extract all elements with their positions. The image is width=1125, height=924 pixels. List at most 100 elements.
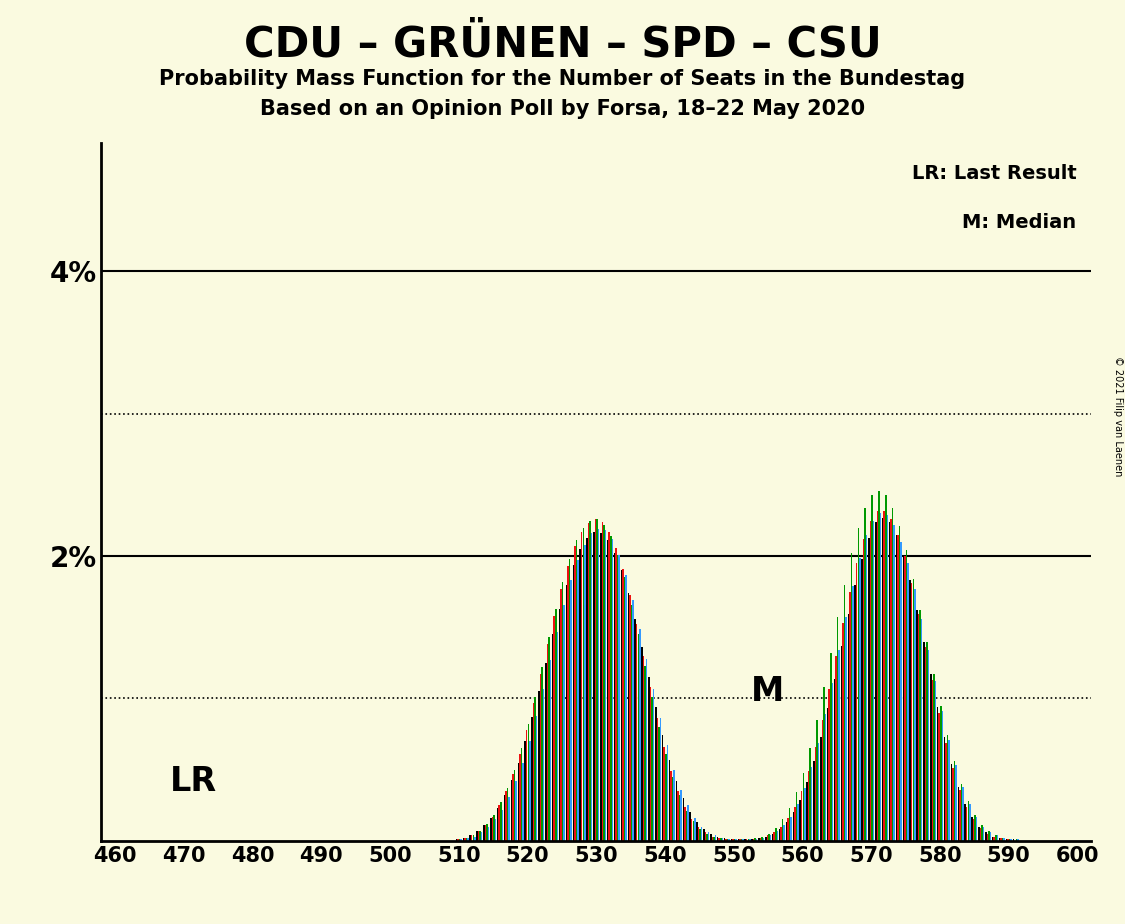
Bar [879,491,880,841]
Bar [622,569,623,841]
Bar [957,786,960,841]
Bar [763,838,764,841]
Bar [721,838,723,841]
Bar [759,838,762,841]
Bar [583,528,584,841]
Bar [925,647,926,841]
Bar [945,743,947,841]
Bar [734,839,736,841]
Bar [873,520,874,841]
Bar [882,517,883,841]
Bar [885,495,886,841]
Bar [795,793,798,841]
Bar [801,791,802,841]
Bar [459,839,460,841]
Bar [1006,839,1007,841]
Bar [772,833,774,841]
Bar [1012,839,1014,841]
Bar [723,838,726,841]
Bar [497,808,498,841]
Bar [476,831,478,841]
Bar [790,817,792,841]
Bar [493,815,495,841]
Bar [567,566,569,841]
Bar [745,839,746,841]
Bar [714,835,717,841]
Bar [540,675,541,841]
Bar [651,697,652,841]
Bar [961,784,962,841]
Bar [569,559,570,841]
Bar [616,554,619,841]
Bar [752,839,753,841]
Bar [789,808,790,841]
Bar [642,656,645,841]
Bar [863,539,864,841]
Bar [893,525,894,841]
Bar [511,780,512,841]
Bar [825,714,826,841]
Bar [821,720,824,841]
Bar [827,709,828,841]
Bar [962,786,964,841]
Bar [655,707,657,841]
Bar [1004,838,1005,841]
Bar [732,839,734,841]
Bar [856,564,857,841]
Bar [739,839,740,841]
Bar [639,628,640,841]
Bar [999,838,1000,841]
Bar [519,754,521,841]
Bar [505,791,507,841]
Bar [512,774,514,841]
Bar [955,765,956,841]
Bar [574,546,576,841]
Text: LR: LR [170,764,217,797]
Bar [588,523,590,841]
Bar [1000,838,1002,841]
Bar [942,711,943,841]
Bar [932,680,933,841]
Bar [900,541,902,841]
Bar [775,828,776,841]
Bar [457,839,459,841]
Bar [912,578,914,841]
Bar [600,533,602,841]
Bar [685,811,687,841]
Bar [798,804,799,841]
Bar [783,825,785,841]
Bar [809,748,811,841]
Bar [466,838,467,841]
Bar [845,617,847,841]
Bar [728,839,730,841]
Bar [855,585,856,841]
Text: M: Median: M: Median [962,213,1077,232]
Bar [966,807,968,841]
Bar [560,589,561,841]
Bar [758,838,759,841]
Bar [548,638,550,841]
Bar [980,828,981,841]
Bar [652,688,655,841]
Bar [646,659,647,841]
Bar [774,833,775,841]
Bar [720,838,721,841]
Bar [492,817,493,841]
Bar [662,736,664,841]
Bar [490,818,492,841]
Bar [890,519,892,841]
Bar [983,827,984,841]
Bar [940,706,942,841]
Bar [579,549,580,841]
Bar [753,839,755,841]
Bar [621,570,622,841]
Bar [781,827,782,841]
Bar [500,802,502,841]
Bar [717,836,719,841]
Bar [990,833,991,841]
Bar [472,835,474,841]
Bar [840,646,843,841]
Bar [713,836,714,841]
Bar [604,530,606,841]
Bar [623,578,626,841]
